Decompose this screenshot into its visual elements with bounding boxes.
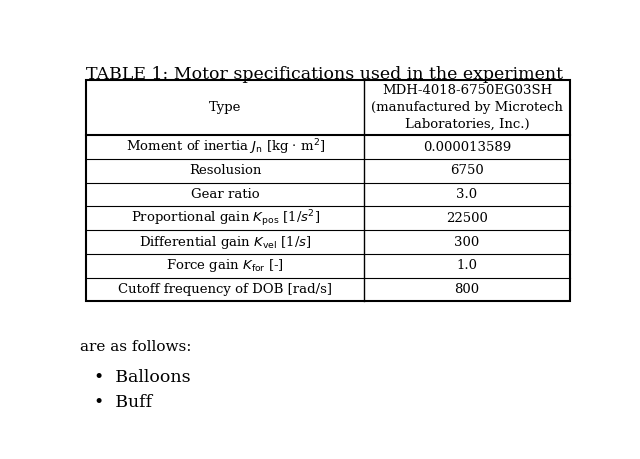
Text: Moment of inertia $J_{\mathrm{n}}$ [kg $\cdot$ m$^{2}$]: Moment of inertia $J_{\mathrm{n}}$ [kg $… bbox=[125, 137, 325, 157]
Text: 300: 300 bbox=[454, 235, 479, 249]
Text: Proportional gain $K_{\mathrm{pos}}$ [1/$s^{2}$]: Proportional gain $K_{\mathrm{pos}}$ [1/… bbox=[131, 208, 320, 229]
Text: Resolusion: Resolusion bbox=[189, 164, 261, 177]
Text: 3.0: 3.0 bbox=[456, 188, 477, 201]
Text: Force gain $K_{\mathrm{for}}$ [-]: Force gain $K_{\mathrm{for}}$ [-] bbox=[166, 257, 284, 274]
Text: 22500: 22500 bbox=[446, 212, 488, 225]
Bar bbox=[86, 80, 570, 302]
Text: Gear ratio: Gear ratio bbox=[191, 188, 260, 201]
Text: Differential gain $K_{\mathrm{vel}}$ [1/$s$]: Differential gain $K_{\mathrm{vel}}$ [1/… bbox=[139, 234, 312, 251]
Text: Type: Type bbox=[209, 101, 241, 114]
Text: Cutoff frequency of DOB [rad/s]: Cutoff frequency of DOB [rad/s] bbox=[118, 283, 332, 296]
Text: MDH-4018-6750EG03SH
(manufactured by Microtech
Laboratories, Inc.): MDH-4018-6750EG03SH (manufactured by Mic… bbox=[371, 84, 563, 131]
Text: •  Buff: • Buff bbox=[94, 394, 152, 411]
Text: 800: 800 bbox=[454, 283, 479, 296]
Text: are as follows:: are as follows: bbox=[80, 340, 191, 354]
Text: TABLE 1: Motor specifications used in the experiment: TABLE 1: Motor specifications used in th… bbox=[86, 66, 563, 83]
Text: 1.0: 1.0 bbox=[456, 259, 477, 272]
Text: 6750: 6750 bbox=[450, 164, 484, 177]
Text: 0.000013589: 0.000013589 bbox=[423, 140, 511, 154]
Text: •  Balloons: • Balloons bbox=[94, 369, 191, 386]
